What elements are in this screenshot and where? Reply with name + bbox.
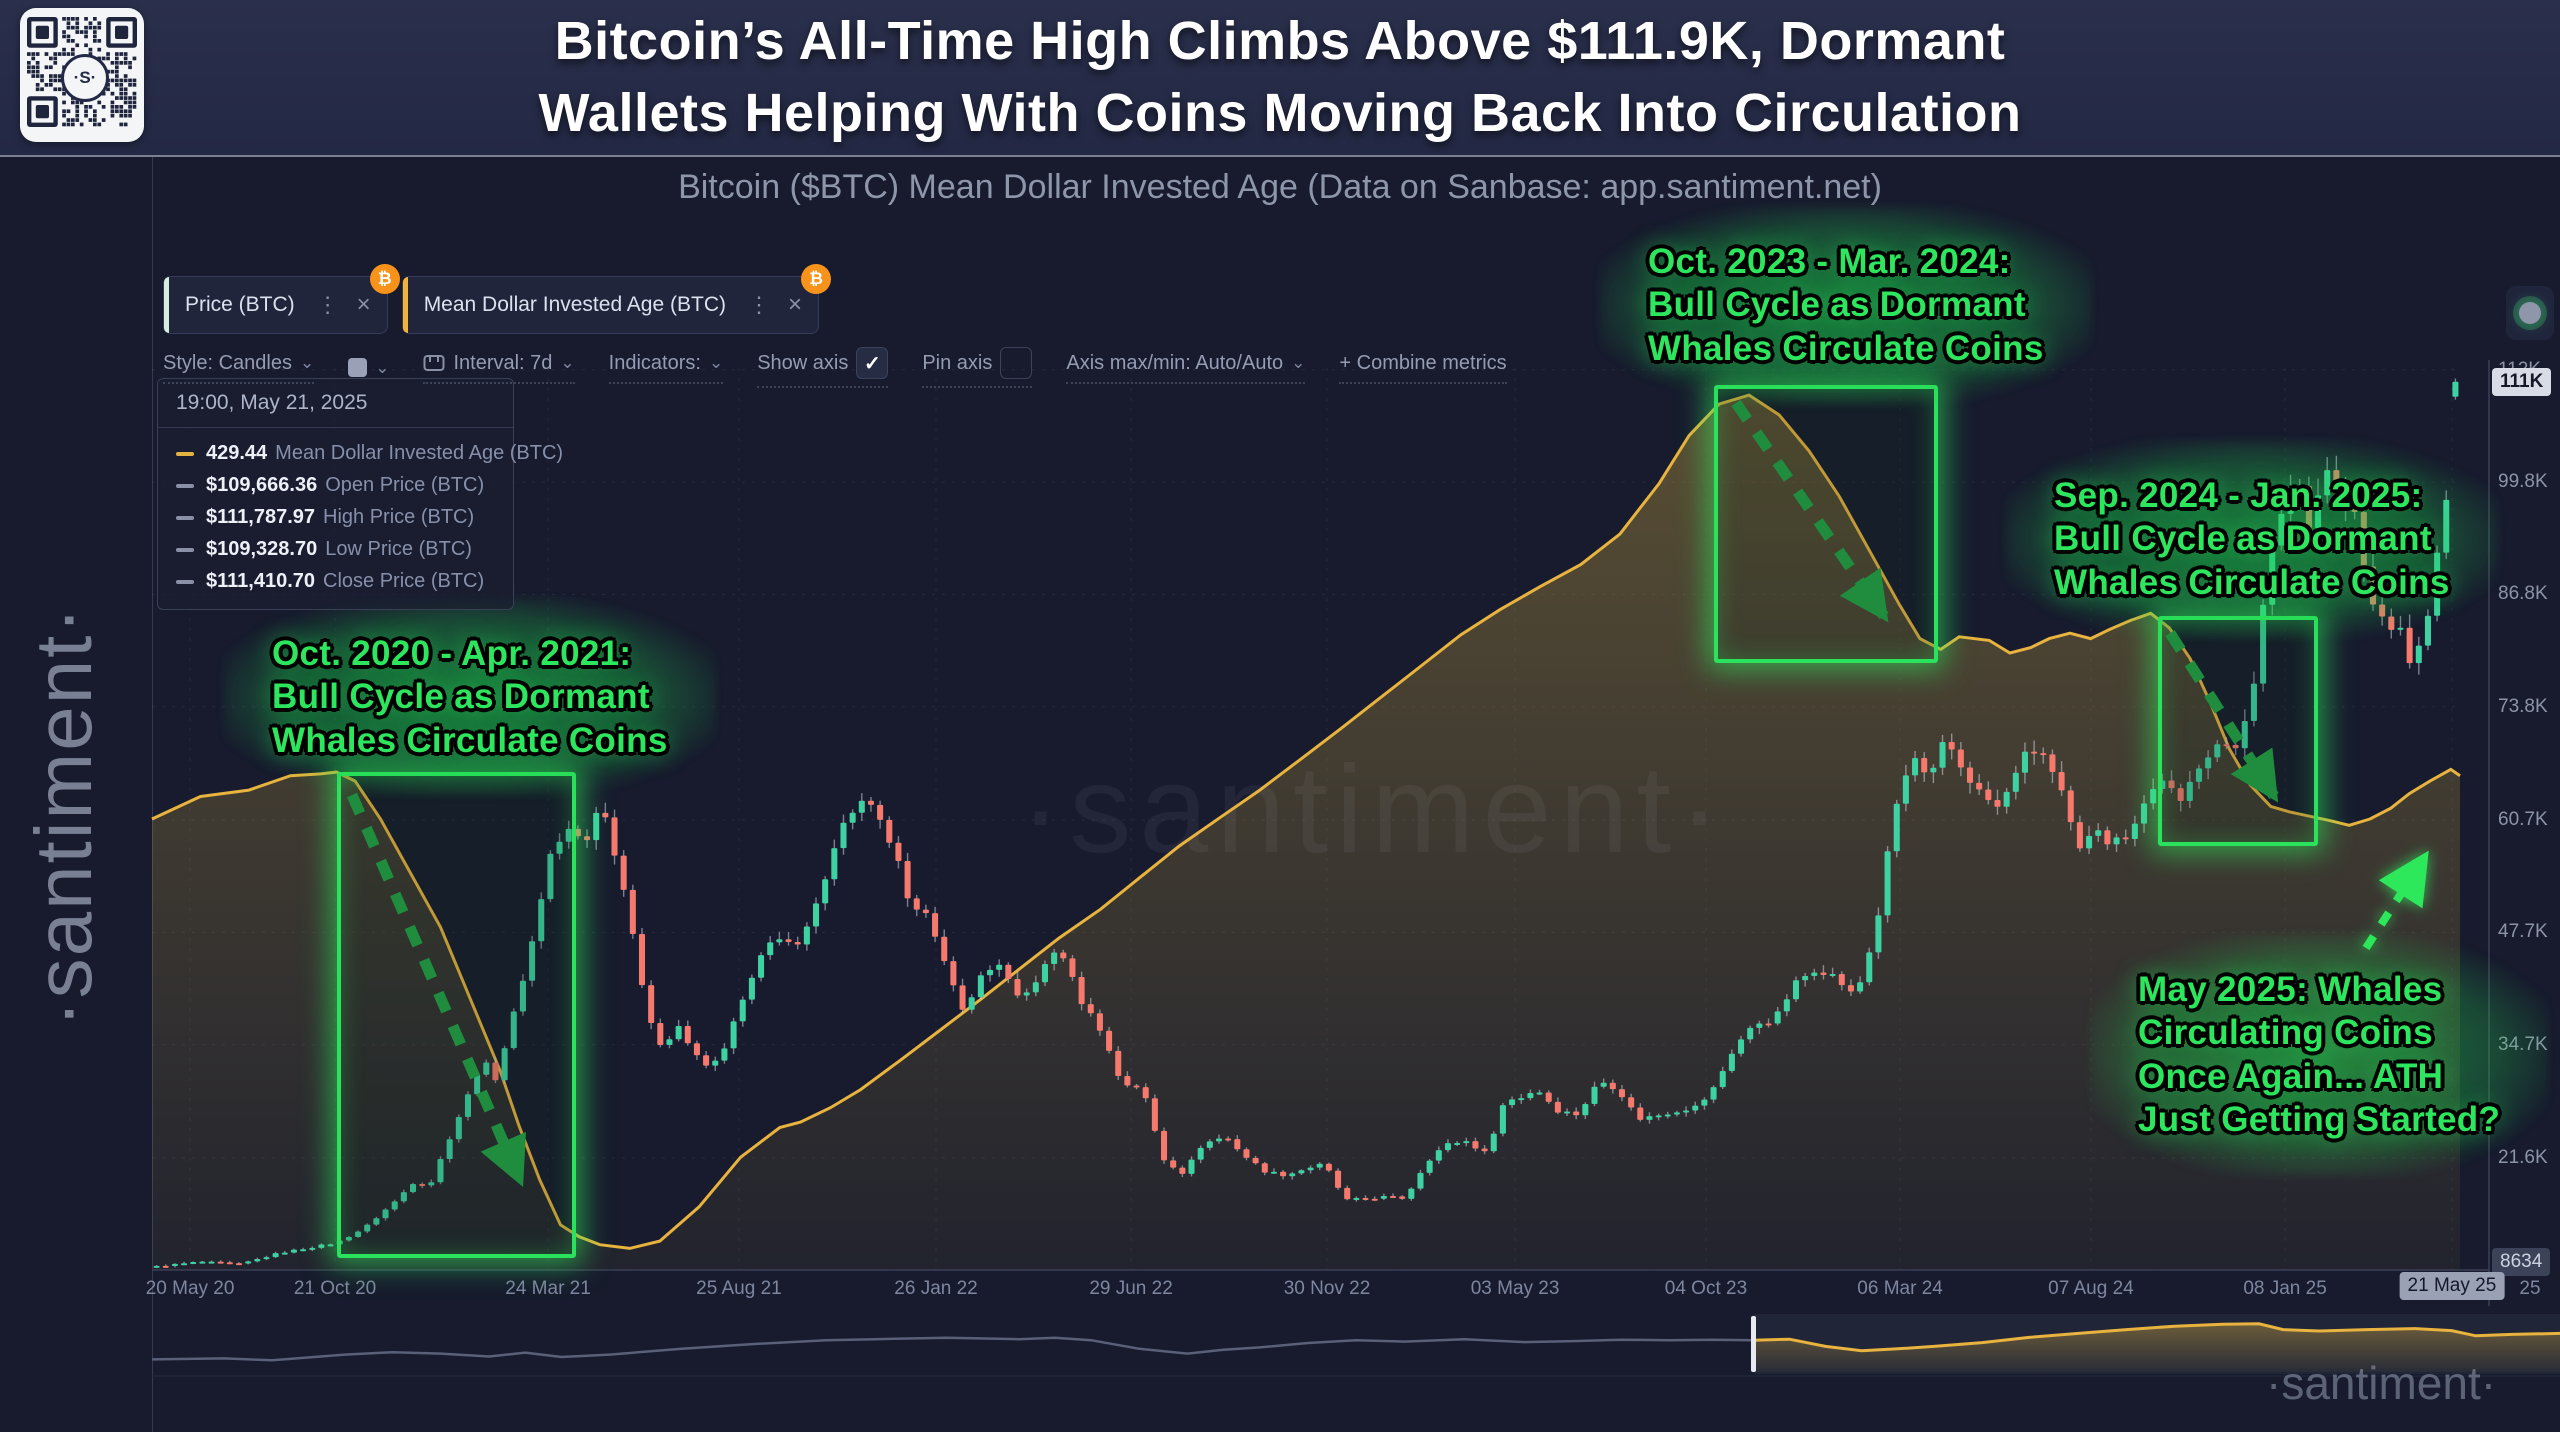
left-rail-divider (152, 157, 153, 1432)
style-selector[interactable]: Style: Candles ⌄ (163, 351, 315, 384)
chevron-down-icon: ⌄ (1291, 353, 1306, 372)
bitcoin-badge-icon: ₿ (801, 264, 831, 294)
x-axis-label: 25 Aug 21 (696, 1278, 782, 1299)
chevron-down-icon: ⌄ (299, 353, 315, 372)
color-swatch-selector[interactable]: ⌄ (348, 358, 389, 378)
pin-axis-checkbox[interactable] (1000, 347, 1033, 379)
current-date-badge: 21 May 25 (2399, 1272, 2505, 1300)
tooltip-row: $109,328.70 Low Price (BTC) (176, 538, 495, 561)
y-axis-label: 60.7K (2498, 809, 2548, 830)
highlight-box-2023-2024 (1714, 385, 1938, 663)
chevron-down-icon: ⌄ (560, 353, 575, 372)
series-dash-icon (176, 451, 194, 456)
metric-tabs: Price (BTC) ⋮ × ₿ Mean Dollar Invested A… (163, 264, 831, 334)
axis-maxmin-label: Axis max/min: Auto/Auto (1066, 351, 1284, 374)
tab-label: Mean Dollar Invested Age (BTC) (423, 293, 726, 316)
interval-selector[interactable]: Interval: 7d ⌄ (423, 351, 575, 384)
header (0, 0, 2560, 155)
tab-price-btc[interactable]: Price (BTC) ⋮ × ₿ (163, 264, 400, 334)
x-axis-label: 03 May 23 (1470, 1278, 1560, 1299)
series-dash-icon (176, 579, 194, 584)
axis-min-badge: 8634 (2492, 1248, 2551, 1276)
watermark-bottom-right: ·santiment· (2266, 1357, 2497, 1409)
x-axis-label: 20 May 20 (145, 1278, 235, 1299)
show-axis-label: Show axis (757, 351, 849, 374)
x-axis-label: 07 Aug 24 (2048, 1278, 2134, 1299)
axis-maxmin-selector[interactable]: Axis max/min: Auto/Auto ⌄ (1066, 351, 1306, 384)
pin-axis-label: Pin axis (922, 351, 993, 374)
indicators-label: Indicators: (608, 351, 701, 374)
title-line-2: Wallets Helping With Coins Moving Back I… (538, 82, 2022, 143)
y-axis-label: 86.8K (2498, 583, 2548, 605)
tab-options-icon[interactable]: ⋮ (316, 292, 339, 317)
series-dash-icon (176, 515, 194, 520)
x-axis-label: 30 Nov 22 (1283, 1278, 1371, 1299)
santiment-logo-icon: ·S· (61, 54, 109, 102)
tooltip-rows: 429.44 Mean Dollar Invested Age (BTC) $10… (158, 428, 563, 609)
y-axis-label: 99.8K (2498, 471, 2548, 493)
annotation-2023-2024: Oct. 2023 - Mar. 2024: Bull Cycle as Dor… (1648, 240, 2044, 370)
tab-close-icon[interactable]: × (356, 291, 371, 318)
show-axis-checkbox[interactable]: ✓ (856, 347, 889, 379)
bitcoin-badge-icon: ₿ (369, 264, 400, 294)
combine-metrics-button[interactable]: + Combine metrics (1339, 351, 1507, 384)
series-dash-icon (176, 547, 194, 552)
tab-close-icon[interactable]: × (787, 291, 802, 318)
tab-label: Price (BTC) (185, 293, 295, 316)
tooltip-row: $109,666.36 Open Price (BTC) (176, 474, 495, 497)
style-label: Style: Candles (163, 351, 292, 374)
interval-label: Interval: 7d (453, 351, 553, 374)
annotation-may-2025: May 2025: Whales Circulating Coins Once … (2138, 968, 2500, 1142)
chevron-down-icon: ⌄ (708, 353, 724, 372)
tab-accent (402, 277, 408, 333)
chart-subtitle: Bitcoin ($BTC) Mean Dollar Invested Age … (678, 168, 1882, 206)
tab-accent (164, 277, 169, 333)
tooltip-row: 429.44 Mean Dollar Invested Age (BTC) (176, 442, 563, 465)
page-title: Bitcoin’s All-Time High Climbs Above $11… (0, 6, 2560, 150)
current-price-badge: 111K (2492, 367, 2552, 396)
series-dash-icon (176, 483, 194, 488)
highlight-box-2024-2025 (2158, 616, 2318, 846)
navigator-handle[interactable] (1751, 1316, 1756, 1372)
chart-toolbar: Style: Candles ⌄ ⌄ Interval: 7d ⌄ Indica… (163, 347, 1507, 388)
watermark-center: ·santiment· (1020, 741, 1728, 879)
live-dot-icon (2519, 302, 2541, 324)
pin-axis-toggle[interactable]: Pin axis (922, 347, 1033, 388)
y-axis-label: 73.8K (2498, 695, 2548, 717)
combine-metrics-label: + Combine metrics (1339, 351, 1507, 374)
chevron-down-icon: ⌄ (375, 357, 390, 377)
header-divider (0, 155, 2560, 157)
interval-icon (423, 355, 445, 371)
highlight-box-2020-2021 (337, 772, 576, 1258)
x-axis-label: 26 Jan 22 (894, 1278, 978, 1299)
live-indicator-button[interactable] (2506, 286, 2554, 340)
x-axis-label: 08 Jan 25 (2243, 1278, 2327, 1299)
tab-options-icon[interactable]: ⋮ (747, 292, 770, 317)
tooltip-row: $111,787.97 High Price (BTC) (176, 506, 495, 529)
annotation-2024-2025: Sep. 2024 - Jan. 2025: Bull Cycle as Dor… (2054, 474, 2450, 604)
color-swatch-icon (348, 358, 368, 377)
x-axis-label: 21 Oct 20 (293, 1278, 377, 1299)
tab-mean-dollar-invested-age[interactable]: Mean Dollar Invested Age (BTC) ⋮ × ₿ (401, 264, 831, 334)
x-axis-label: 24 Mar 21 (505, 1278, 591, 1299)
x-axis-edge-label: 25 (2519, 1278, 2541, 1299)
chart-tooltip: 19:00, May 21, 2025 429.44 Mean Dollar In… (157, 378, 563, 610)
tooltip-timestamp: 19:00, May 21, 2025 (158, 379, 513, 428)
x-axis-label: 04 Oct 23 (1664, 1278, 1748, 1299)
show-axis-toggle[interactable]: Show axis ✓ (757, 347, 889, 388)
title-line-1: Bitcoin’s All-Time High Climbs Above $11… (554, 11, 2006, 71)
annotation-2020-2021: Oct. 2020 - Apr. 2021: Bull Cycle as Dor… (272, 632, 668, 762)
tooltip-row: $111,410.70 Close Price (BTC) (176, 570, 495, 593)
x-axis-label: 06 Mar 24 (1857, 1278, 1943, 1299)
qr-code: ·S· (20, 8, 144, 142)
x-axis-label: 29 Jun 22 (1089, 1278, 1173, 1299)
indicators-selector[interactable]: Indicators: ⌄ (608, 351, 724, 384)
